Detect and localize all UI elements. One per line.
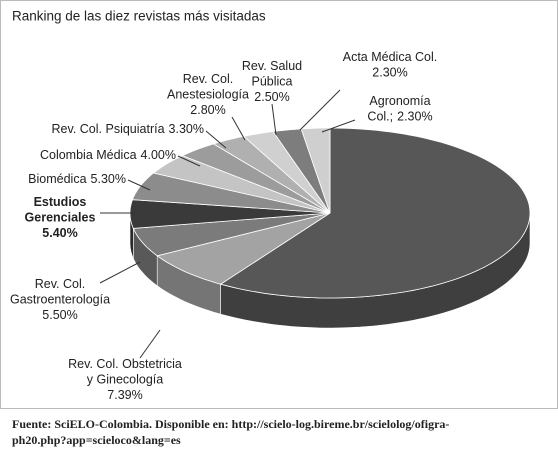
slice-label: Rev. Col. Psiquiatría 3.30% (52, 122, 204, 136)
slice (129, 199, 331, 229)
slice-label: Biomédica 5.30% (28, 172, 126, 186)
label-line: Rev. Col. Obstetricia (68, 357, 182, 371)
slice-label: Acta Médica Col. 2.30% (343, 50, 437, 80)
slice (300, 127, 331, 214)
label-line: Col.; (367, 110, 393, 124)
value-label: 2.30% (397, 110, 432, 124)
label-line: Rev. Col. (183, 72, 233, 86)
leader-line (205, 130, 227, 149)
slice (242, 131, 331, 214)
label-line: Gerenciales (25, 211, 96, 225)
value-label: 7.39% (107, 388, 142, 402)
label-line: Colombia Médica (40, 148, 137, 162)
label-line: Rev. Col. Psiquiatría (52, 122, 165, 136)
leader-line (99, 261, 141, 284)
leader-line (139, 329, 161, 359)
value-label: 2.80% (190, 103, 225, 117)
leader-line (231, 116, 246, 141)
slice (132, 212, 331, 257)
slice-label: Colombia Médica 4.00% (40, 148, 176, 162)
value-label: 5.40% (42, 226, 77, 240)
value-label: 5.50% (42, 308, 77, 322)
source-line: Fuente: SciELO-Colombia. Disponible en: … (12, 417, 449, 431)
label-line: Anestesiología (167, 88, 249, 102)
label-line: Acta Médica Col. (343, 50, 437, 64)
slice-label: Agronomía Col.; 2.30% (367, 94, 432, 124)
label-line: Rev. Salud (242, 59, 302, 73)
slice (156, 212, 331, 285)
leader-line (271, 103, 277, 136)
label-line: Gastroenterología (10, 293, 110, 307)
leader-line (127, 179, 151, 191)
chart-title: Ranking de las diez revistas más visitad… (12, 9, 266, 24)
slice-label: Rev. Col. Anestesiología 2.80% (167, 72, 249, 117)
leader-line (177, 155, 201, 167)
slice-label: Estudios Gerenciales 5.40% (25, 195, 96, 240)
value-label: 5.30% (91, 172, 126, 186)
slice (181, 143, 331, 214)
slice (272, 128, 331, 214)
slice (212, 135, 331, 214)
value-label: 3.30% (169, 122, 204, 136)
label-line: Biomédica (28, 172, 86, 186)
value-label: 4.00% (141, 148, 176, 162)
leader-line (321, 119, 356, 133)
label-line: Estudios (34, 195, 87, 209)
label-line: Pública (252, 75, 293, 89)
label-line: Agronomía (369, 94, 430, 108)
leader-line (299, 89, 341, 131)
label-line: y Ginecología (87, 373, 163, 387)
slice-label: Rev. Col. Obstetricia y Ginecología 7.39% (68, 357, 182, 402)
slice (219, 127, 531, 299)
slice-label: Rev. Col. Gastroenterología 5.50% (10, 277, 110, 322)
source-line: ph20.php?app=scieloco&lang=es (12, 433, 181, 447)
slice-label: Rev. Salud Pública 2.50% (242, 59, 302, 104)
value-label: 2.30% (372, 66, 407, 80)
value-label: 2.50% (254, 90, 289, 104)
label-line: Rev. Col. (35, 277, 85, 291)
